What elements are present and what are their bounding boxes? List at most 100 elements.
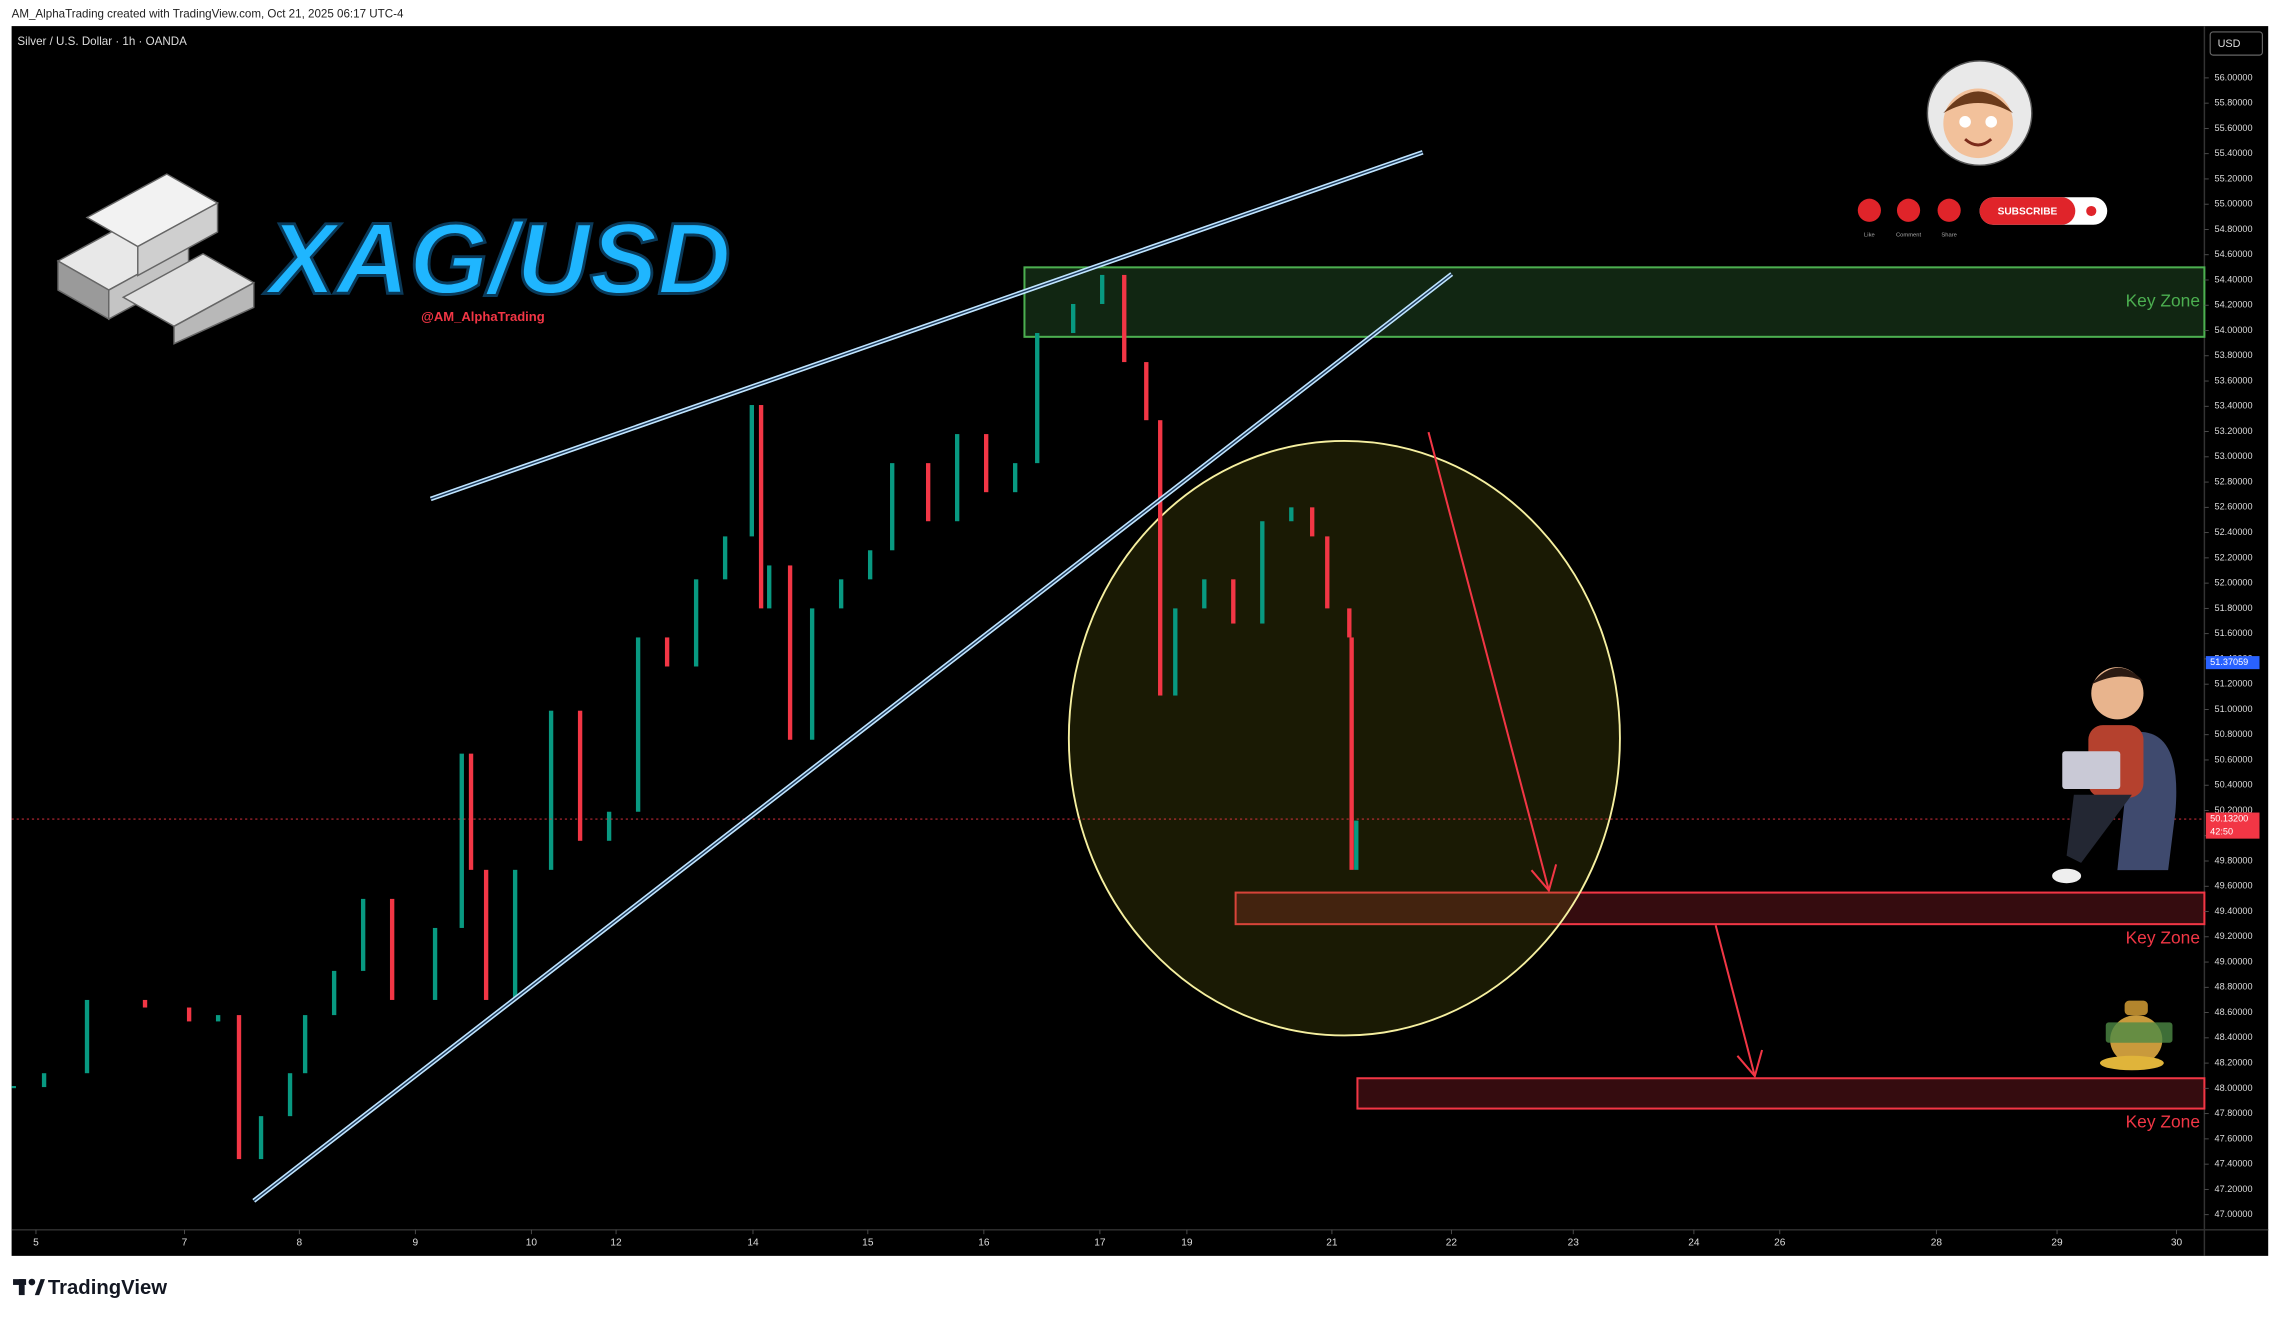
- candle: [459, 753, 464, 928]
- y-tick-label: 54.20000: [2215, 300, 2253, 310]
- y-tick-label: 49.00000: [2215, 956, 2253, 966]
- candle: [1231, 579, 1236, 624]
- y-tick-label: 48.40000: [2215, 1032, 2253, 1042]
- candle: [215, 1015, 221, 1022]
- candle: [389, 898, 395, 1000]
- y-tick-label: 50.80000: [2215, 729, 2253, 739]
- candle: [142, 999, 148, 1008]
- x-tick-label: 24: [1688, 1238, 1700, 1249]
- candle: [693, 579, 699, 667]
- key-zone: [1023, 266, 2206, 338]
- chart-background: [11, 26, 2269, 1256]
- y-tick-label: 51.20000: [2215, 679, 2253, 689]
- y-tick-label: 50.60000: [2215, 754, 2253, 764]
- candle: [1325, 536, 1330, 609]
- candle: [890, 463, 895, 551]
- money-bag-icon: [2099, 1000, 2173, 1071]
- candle: [331, 970, 337, 1016]
- trend-lines: [252, 150, 1454, 1203]
- x-tick-label: 17: [1094, 1238, 1106, 1249]
- head: [2091, 667, 2144, 720]
- candle: [983, 434, 989, 493]
- subscribe-label: SUBSCRIBE: [1998, 206, 2058, 217]
- subscribe-button[interactable]: [1979, 197, 2076, 225]
- y-tick-label: 50.20000: [2215, 805, 2253, 815]
- avatar-peek: [1926, 60, 2033, 167]
- key-zone: [1356, 1077, 2206, 1110]
- candle: [1144, 362, 1149, 421]
- character-illustration: [2052, 667, 2177, 884]
- price-marker-label: 51.37059: [2210, 657, 2248, 667]
- price-marker: [2205, 656, 2260, 670]
- candle: [1349, 637, 1354, 870]
- countdown-label: 42:50: [2210, 827, 2233, 837]
- x-tick-label: 28: [1931, 1238, 1943, 1249]
- candle: [954, 434, 960, 522]
- y-tick-label: 49.40000: [2215, 906, 2253, 916]
- x-tick-label: 16: [978, 1238, 990, 1249]
- y-tick-label: 52.40000: [2215, 527, 2253, 537]
- y-tick-label: 52.00000: [2215, 578, 2253, 588]
- x-tick-label: 30: [2171, 1238, 2183, 1249]
- logo-mark: [34, 1279, 45, 1296]
- axes: 47.00000 47.20000 47.40000 47.60000 47.80000…: [33, 72, 2252, 1248]
- x-tick-label: 15: [862, 1238, 874, 1249]
- candle: [548, 710, 554, 870]
- arrows: [1427, 431, 1764, 1079]
- candle: [787, 565, 793, 740]
- y-tick-label: 53.40000: [2215, 401, 2253, 411]
- y-tick-label: 47.20000: [2215, 1184, 2253, 1194]
- candle: [1354, 820, 1359, 870]
- footer-background: [0, 1255, 2274, 1318]
- y-tick-label: 54.00000: [2215, 325, 2253, 335]
- bills: [2105, 1022, 2173, 1043]
- share-button[interactable]: [1937, 198, 1961, 222]
- candle: [635, 637, 641, 812]
- y-tick-label: 48.80000: [2215, 982, 2253, 992]
- candle: [1202, 579, 1207, 609]
- arrow: [1427, 431, 1550, 891]
- candle: [1013, 463, 1018, 493]
- share-label: Share: [1941, 232, 1956, 238]
- candle: [84, 999, 90, 1074]
- key-zone: [1234, 891, 2206, 926]
- candle: [925, 463, 931, 522]
- logo-text: XAG/USD: [263, 202, 730, 316]
- y-tick-label: 49.80000: [2215, 855, 2253, 865]
- header-text: AM_AlphaTrading created with TradingView…: [12, 8, 404, 21]
- trend-line-inner: [430, 151, 1423, 500]
- x-tick-label: 26: [1774, 1238, 1786, 1249]
- y-tick-label: 49.20000: [2215, 931, 2253, 941]
- x-tick-label: 22: [1446, 1238, 1458, 1249]
- x-tick-label: 10: [526, 1238, 538, 1249]
- legs: [2066, 794, 2132, 863]
- x-tick-label: 8: [297, 1238, 303, 1249]
- x-tick-label: 5: [33, 1238, 39, 1249]
- highlight-circle: [1067, 439, 1621, 1037]
- logo-mark: [28, 1278, 36, 1286]
- candle: [512, 869, 518, 1000]
- x-tick-label: 21: [1326, 1238, 1338, 1249]
- x-tick-label: 23: [1568, 1238, 1580, 1249]
- y-tick-label: 49.60000: [2215, 881, 2253, 891]
- y-tick-label: 47.40000: [2215, 1159, 2253, 1169]
- candle: [41, 1073, 47, 1088]
- candle: [483, 869, 489, 1000]
- laptop: [2062, 751, 2121, 789]
- y-tick-label: 51.80000: [2215, 603, 2253, 613]
- candle: [606, 811, 612, 841]
- comment-label: Comment: [1896, 232, 1922, 238]
- y-tick-label: 48.20000: [2215, 1058, 2253, 1068]
- y-tick-label: 51.00000: [2215, 704, 2253, 714]
- y-tick-label: 48.00000: [2215, 1083, 2253, 1093]
- x-tick-label: 9: [413, 1238, 419, 1249]
- footer-logo: TradingView: [13, 1277, 167, 1299]
- key-zone-label: Key Zone: [2126, 927, 2200, 947]
- candle: [1260, 521, 1265, 624]
- comment-button[interactable]: [1896, 198, 1921, 222]
- y-tick-label: 56.00000: [2215, 72, 2253, 82]
- avatar-eye: [1959, 116, 1971, 128]
- y-tick-label: 55.00000: [2215, 199, 2253, 209]
- like-button[interactable]: [1857, 198, 1881, 222]
